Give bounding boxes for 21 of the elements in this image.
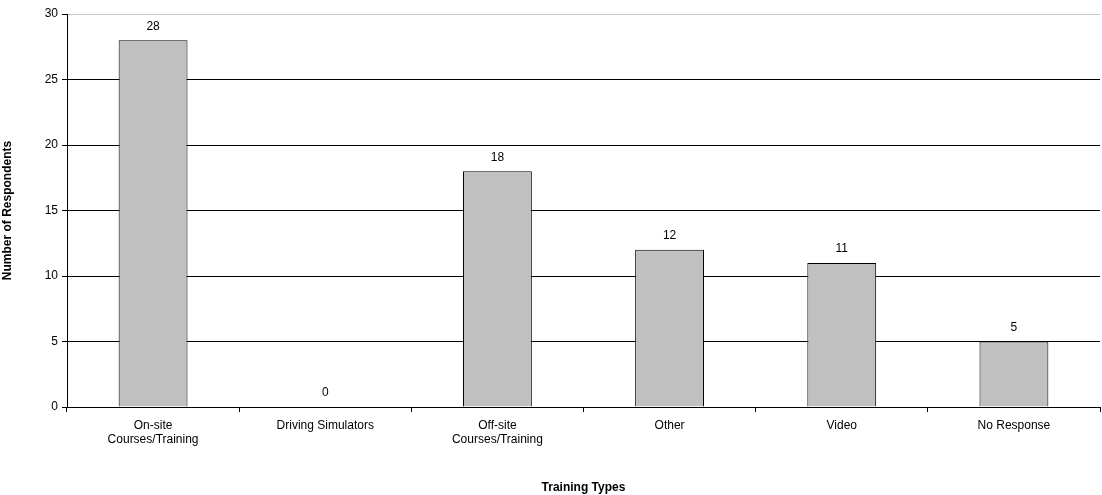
data-label: 0 bbox=[321, 385, 329, 400]
x-tick-label: Other bbox=[654, 417, 685, 432]
y-tick-label: 10 bbox=[44, 268, 59, 283]
y-tick-label: 20 bbox=[44, 137, 59, 152]
y-tick-label: 15 bbox=[44, 202, 59, 217]
y-axis-title: Number of Respondents bbox=[0, 140, 14, 281]
y-tick-label: 30 bbox=[44, 6, 59, 21]
x-tick-label: Off-site Courses/Training bbox=[451, 417, 543, 446]
x-tick-label: Driving Simulators bbox=[276, 417, 374, 432]
x-tick-label: Video bbox=[826, 417, 858, 432]
y-tick-label: 25 bbox=[44, 71, 59, 86]
data-label: 11 bbox=[835, 241, 849, 256]
data-label: 5 bbox=[1010, 319, 1018, 334]
y-tick-label: 0 bbox=[51, 399, 59, 414]
x-tick-label: On-site Courses/Training bbox=[107, 417, 199, 446]
data-label: 12 bbox=[662, 228, 677, 243]
data-label: 28 bbox=[146, 18, 161, 33]
x-axis-title: Training Types bbox=[541, 480, 626, 495]
y-tick-label: 5 bbox=[51, 333, 59, 348]
x-tick-label: No Response bbox=[977, 417, 1051, 432]
data-label: 18 bbox=[490, 149, 505, 164]
